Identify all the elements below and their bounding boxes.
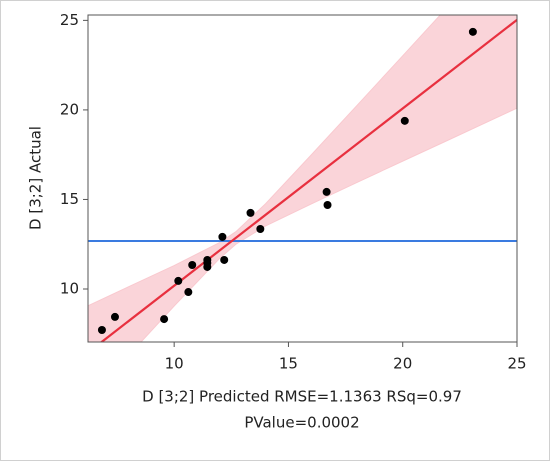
y-tick-label: 10 — [60, 279, 79, 297]
y-tick-label: 25 — [60, 11, 79, 29]
x-tick-label: 20 — [393, 355, 412, 373]
point — [110, 312, 119, 321]
x-axis-label: D [3;2] Predicted RMSE=1.1363 RSq=0.97 — [142, 388, 462, 406]
point — [218, 232, 227, 241]
plot-area — [88, 15, 517, 342]
plot-border — [87, 14, 518, 343]
y-tick-label: 15 — [60, 190, 79, 208]
point — [188, 260, 197, 269]
point — [246, 208, 255, 217]
point — [400, 116, 409, 125]
fit-line — [99, 18, 517, 342]
x-tick-label: 25 — [507, 355, 526, 373]
point — [203, 262, 212, 271]
point — [256, 225, 265, 234]
point — [184, 288, 193, 297]
point — [97, 326, 106, 335]
point — [468, 27, 477, 36]
y-tick-label: 20 — [60, 100, 79, 118]
point — [174, 276, 183, 285]
point — [160, 315, 169, 324]
x-tick-label: 15 — [279, 355, 298, 373]
y-axis-label: D [3;2] Actual — [27, 126, 45, 230]
x-tick-label: 10 — [165, 355, 184, 373]
confidence-band — [88, 15, 517, 342]
x-axis-label-2: PValue=0.0002 — [244, 414, 359, 432]
point — [322, 187, 331, 196]
point — [220, 255, 229, 264]
point — [323, 201, 332, 210]
